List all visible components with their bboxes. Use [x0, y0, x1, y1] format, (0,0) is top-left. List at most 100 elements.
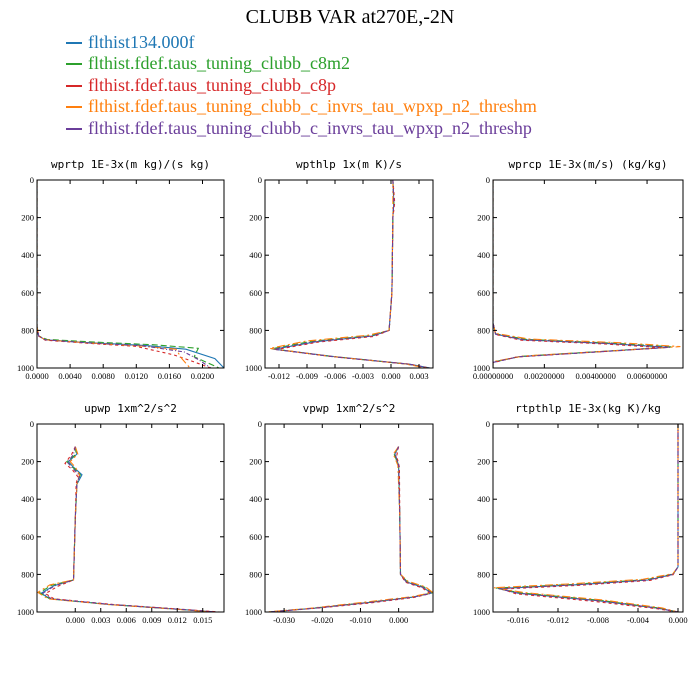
- legend-swatch: [66, 63, 82, 66]
- plot-frame: [492, 423, 684, 613]
- series-line-4: [493, 180, 681, 368]
- y-tick-label: 200: [249, 213, 262, 223]
- series-line-2: [493, 180, 673, 368]
- series-line-4: [37, 180, 191, 368]
- series-line-4: [269, 180, 427, 368]
- y-tick-label: 800: [249, 325, 262, 335]
- y-tick-label: 600: [249, 532, 262, 542]
- panel-3: wprcp 1E-3x(m/s) (kg/kg) 0 200 400 600 800 100…: [473, 158, 684, 381]
- plot-frame: [492, 179, 684, 369]
- x-tick-label: 0.0040: [58, 371, 81, 381]
- panel-title: wprtp 1E-3x(m kg)/(s kg): [51, 158, 210, 171]
- series-line-1: [37, 180, 224, 368]
- series-line-2: [495, 424, 679, 612]
- y-tick-label: 400: [249, 250, 262, 260]
- x-tick-label: 0.015: [193, 615, 212, 625]
- panel-1: wprtp 1E-3x(m kg)/(s kg) 0 200 400 600 800 100…: [17, 158, 225, 381]
- y-tick-label: 1000: [245, 607, 262, 617]
- y-tick-label: 200: [21, 213, 34, 223]
- x-tick-label: 0.000: [668, 615, 687, 625]
- series-line-1: [268, 446, 433, 612]
- x-tick-label: 0.009: [142, 615, 161, 625]
- series-line-1: [274, 180, 431, 368]
- series-line-2: [37, 180, 220, 368]
- x-tick-label: 0.003: [91, 615, 110, 625]
- series-line-2: [38, 446, 216, 612]
- x-tick-label: 0.000: [381, 371, 400, 381]
- x-tick-label: 0.012: [168, 615, 187, 625]
- x-tick-label: 0.00000000: [473, 371, 513, 381]
- x-tick-label: -0.012: [547, 615, 569, 625]
- series-line-3: [44, 446, 220, 612]
- x-tick-label: -0.010: [349, 615, 371, 625]
- y-tick-label: 0: [30, 175, 34, 185]
- y-tick-label: 1000: [473, 363, 490, 373]
- legend-label: flthist.fdef.taus_tuning_clubb_c_invrs_t…: [88, 96, 537, 117]
- legend-swatch: [66, 127, 82, 130]
- y-tick-label: 0: [30, 419, 34, 429]
- x-tick-label: 0.000: [66, 615, 85, 625]
- series-line-5: [41, 446, 218, 612]
- series-line-5: [268, 446, 433, 612]
- x-tick-label: 0.0160: [158, 371, 181, 381]
- plot-frame: [36, 179, 225, 369]
- x-tick-label: 0.0200: [191, 371, 214, 381]
- series-line-3: [37, 180, 211, 368]
- y-tick-label: 800: [21, 569, 34, 579]
- y-tick-label: 600: [21, 288, 34, 298]
- legend-label: flthist.fdef.taus_tuning_clubb_c8m2: [88, 53, 350, 74]
- y-tick-label: 600: [477, 532, 490, 542]
- legend-swatch: [66, 42, 82, 44]
- legend-entry: flthist.fdef.taus_tuning_clubb_c_invrs_t…: [64, 96, 537, 117]
- y-tick-label: 800: [21, 325, 34, 335]
- y-tick-label: 0: [486, 175, 490, 185]
- legend-entry: flthist.fdef.taus_tuning_clubb_c_invrs_t…: [64, 118, 537, 139]
- y-tick-label: 400: [477, 250, 490, 260]
- x-tick-label: -0.006: [324, 371, 346, 381]
- series-line-3: [501, 424, 679, 612]
- y-tick-label: 1000: [17, 363, 34, 373]
- y-tick-label: 200: [477, 213, 490, 223]
- x-tick-label: 0.006: [117, 615, 136, 625]
- x-tick-label: -0.009: [296, 371, 318, 381]
- y-tick-label: 600: [21, 532, 34, 542]
- y-tick-label: 0: [258, 419, 262, 429]
- x-tick-label: -0.012: [268, 371, 290, 381]
- panel-2: wpthlp 1x(m K)/s02004006008001000-0.012-…: [245, 158, 434, 381]
- y-tick-label: 1000: [473, 607, 490, 617]
- y-tick-label: 400: [21, 250, 34, 260]
- legend: flthist134.000f flthist.fdef.taus_tuning_…: [64, 32, 537, 139]
- y-tick-label: 800: [477, 325, 490, 335]
- series-line-1: [40, 446, 216, 612]
- series-line-4: [37, 446, 213, 612]
- y-tick-label: 1000: [17, 607, 34, 617]
- plot-frame: [264, 179, 434, 369]
- panel-title: wpthlp 1x(m K)/s: [296, 158, 402, 171]
- series-line-5: [273, 180, 430, 368]
- y-tick-label: 600: [477, 288, 490, 298]
- panel-title: vpwp 1xm^2/s^2: [303, 402, 396, 415]
- series-line-4: [266, 446, 433, 612]
- x-tick-label: 0.00200000: [524, 371, 564, 381]
- y-tick-label: 400: [249, 494, 262, 504]
- panel-title: wprcp 1E-3x(m/s) (kg/kg): [509, 158, 668, 171]
- y-tick-label: 200: [477, 457, 490, 467]
- series-line-5: [493, 180, 671, 368]
- legend-entry: flthist.fdef.taus_tuning_clubb_c8p: [64, 75, 537, 96]
- x-tick-label: 0.0000: [25, 371, 48, 381]
- legend-entry: flthist134.000f: [64, 32, 537, 53]
- series-line-3: [270, 446, 432, 612]
- y-tick-label: 0: [486, 419, 490, 429]
- x-tick-label: 0.000: [389, 615, 408, 625]
- y-tick-label: 800: [477, 569, 490, 579]
- page-title: CLUBB VAR at270E,-2N: [245, 6, 455, 28]
- x-tick-label: 0.00400000: [576, 371, 616, 381]
- y-tick-label: 400: [21, 494, 34, 504]
- plot-frame: [36, 423, 225, 613]
- y-tick-label: 200: [249, 457, 262, 467]
- y-tick-label: 1000: [245, 363, 262, 373]
- legend-label: flthist.fdef.taus_tuning_clubb_c8p: [88, 74, 336, 95]
- x-tick-label: -0.004: [627, 615, 650, 625]
- panel-title: upwp 1xm^2/s^2: [84, 402, 177, 415]
- legend-entry: flthist.fdef.taus_tuning_clubb_c8m2: [64, 53, 537, 74]
